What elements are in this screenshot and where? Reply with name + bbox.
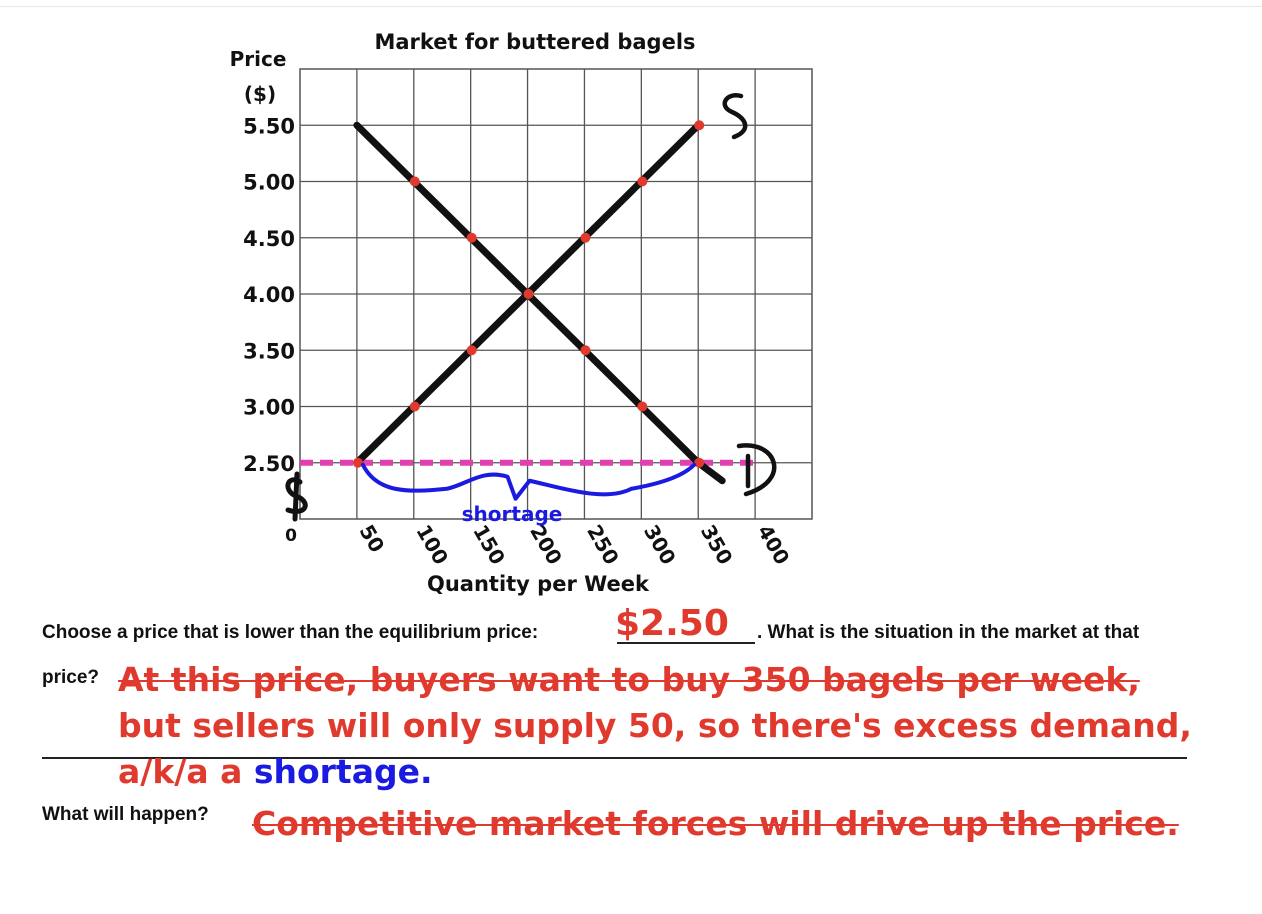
data-point-marker — [694, 120, 705, 131]
data-point-marker — [637, 401, 648, 412]
x-tick-label: 250 — [582, 521, 624, 569]
y-tick-label: 3.50 — [243, 339, 295, 363]
top-divider — [0, 6, 1262, 7]
origin-label: 0 — [285, 526, 297, 546]
y-tick-label: 4.00 — [243, 283, 295, 307]
answer-2-line-1: At this price, buyers want to buy 350 ba… — [118, 660, 1140, 699]
answer-2-line-2: but sellers will only supply 50, so ther… — [118, 706, 1192, 745]
data-point-marker — [409, 401, 420, 412]
shortage-label: shortage — [462, 502, 563, 526]
x-tick-label: 100 — [411, 521, 453, 569]
answer-3-value: Competitive market forces will drive up … — [252, 804, 1179, 843]
data-point-marker — [409, 176, 420, 187]
x-axis-label: Quantity per Week — [427, 572, 650, 596]
data-point-marker — [580, 232, 591, 243]
shortage-bracket — [360, 462, 697, 501]
market-chart: Market for buttered bagels Price ($) Quanti… — [230, 30, 813, 596]
x-tick-label: 200 — [525, 521, 567, 569]
x-tick-label: 350 — [696, 521, 738, 569]
answer-1-value: $2.50 — [615, 603, 729, 644]
y-axis-unit-label: ($) — [244, 82, 276, 106]
data-point-marker — [352, 457, 363, 468]
supply-curve-label-s — [722, 93, 748, 140]
dollar-mark-icon — [285, 471, 308, 522]
y-tick-label: 5.00 — [243, 171, 295, 195]
data-point-marker — [580, 345, 591, 356]
data-point-marker — [466, 232, 477, 243]
x-tick-label: 50 — [355, 521, 390, 557]
x-tick-label: 400 — [753, 521, 795, 569]
answer-2-line-3: a/k/a a shortage. — [118, 752, 433, 791]
question-1-suffix: . What is the situation in the market at… — [757, 622, 1140, 643]
y-tick-label: 2.50 — [243, 452, 295, 476]
answer-2-blank — [42, 757, 1187, 759]
x-tick-label: 300 — [639, 521, 681, 569]
data-point-marker — [466, 345, 477, 356]
data-point-marker — [694, 457, 705, 468]
data-point-marker — [637, 176, 648, 187]
answer-2-line-3-text: a/k/a a — [118, 752, 254, 791]
x-tick-label: 150 — [468, 521, 510, 569]
data-point-marker — [523, 289, 534, 299]
question-1-prefix: Choose a price that is lower than the eq… — [42, 622, 539, 643]
y-axis-label: Price — [230, 47, 287, 71]
demand-curve-label-d — [736, 443, 777, 497]
answer-1-blank — [617, 642, 755, 644]
question-3-prefix: What will happen? — [42, 804, 209, 825]
y-tick-label: 3.00 — [243, 396, 295, 420]
answer-2-shortage-word: shortage. — [253, 752, 433, 791]
chart-title: Market for buttered bagels — [374, 30, 695, 54]
y-tick-label: 4.50 — [243, 227, 295, 251]
y-tick-label: 5.50 — [243, 114, 295, 138]
question-2-prefix: price? — [42, 667, 100, 688]
